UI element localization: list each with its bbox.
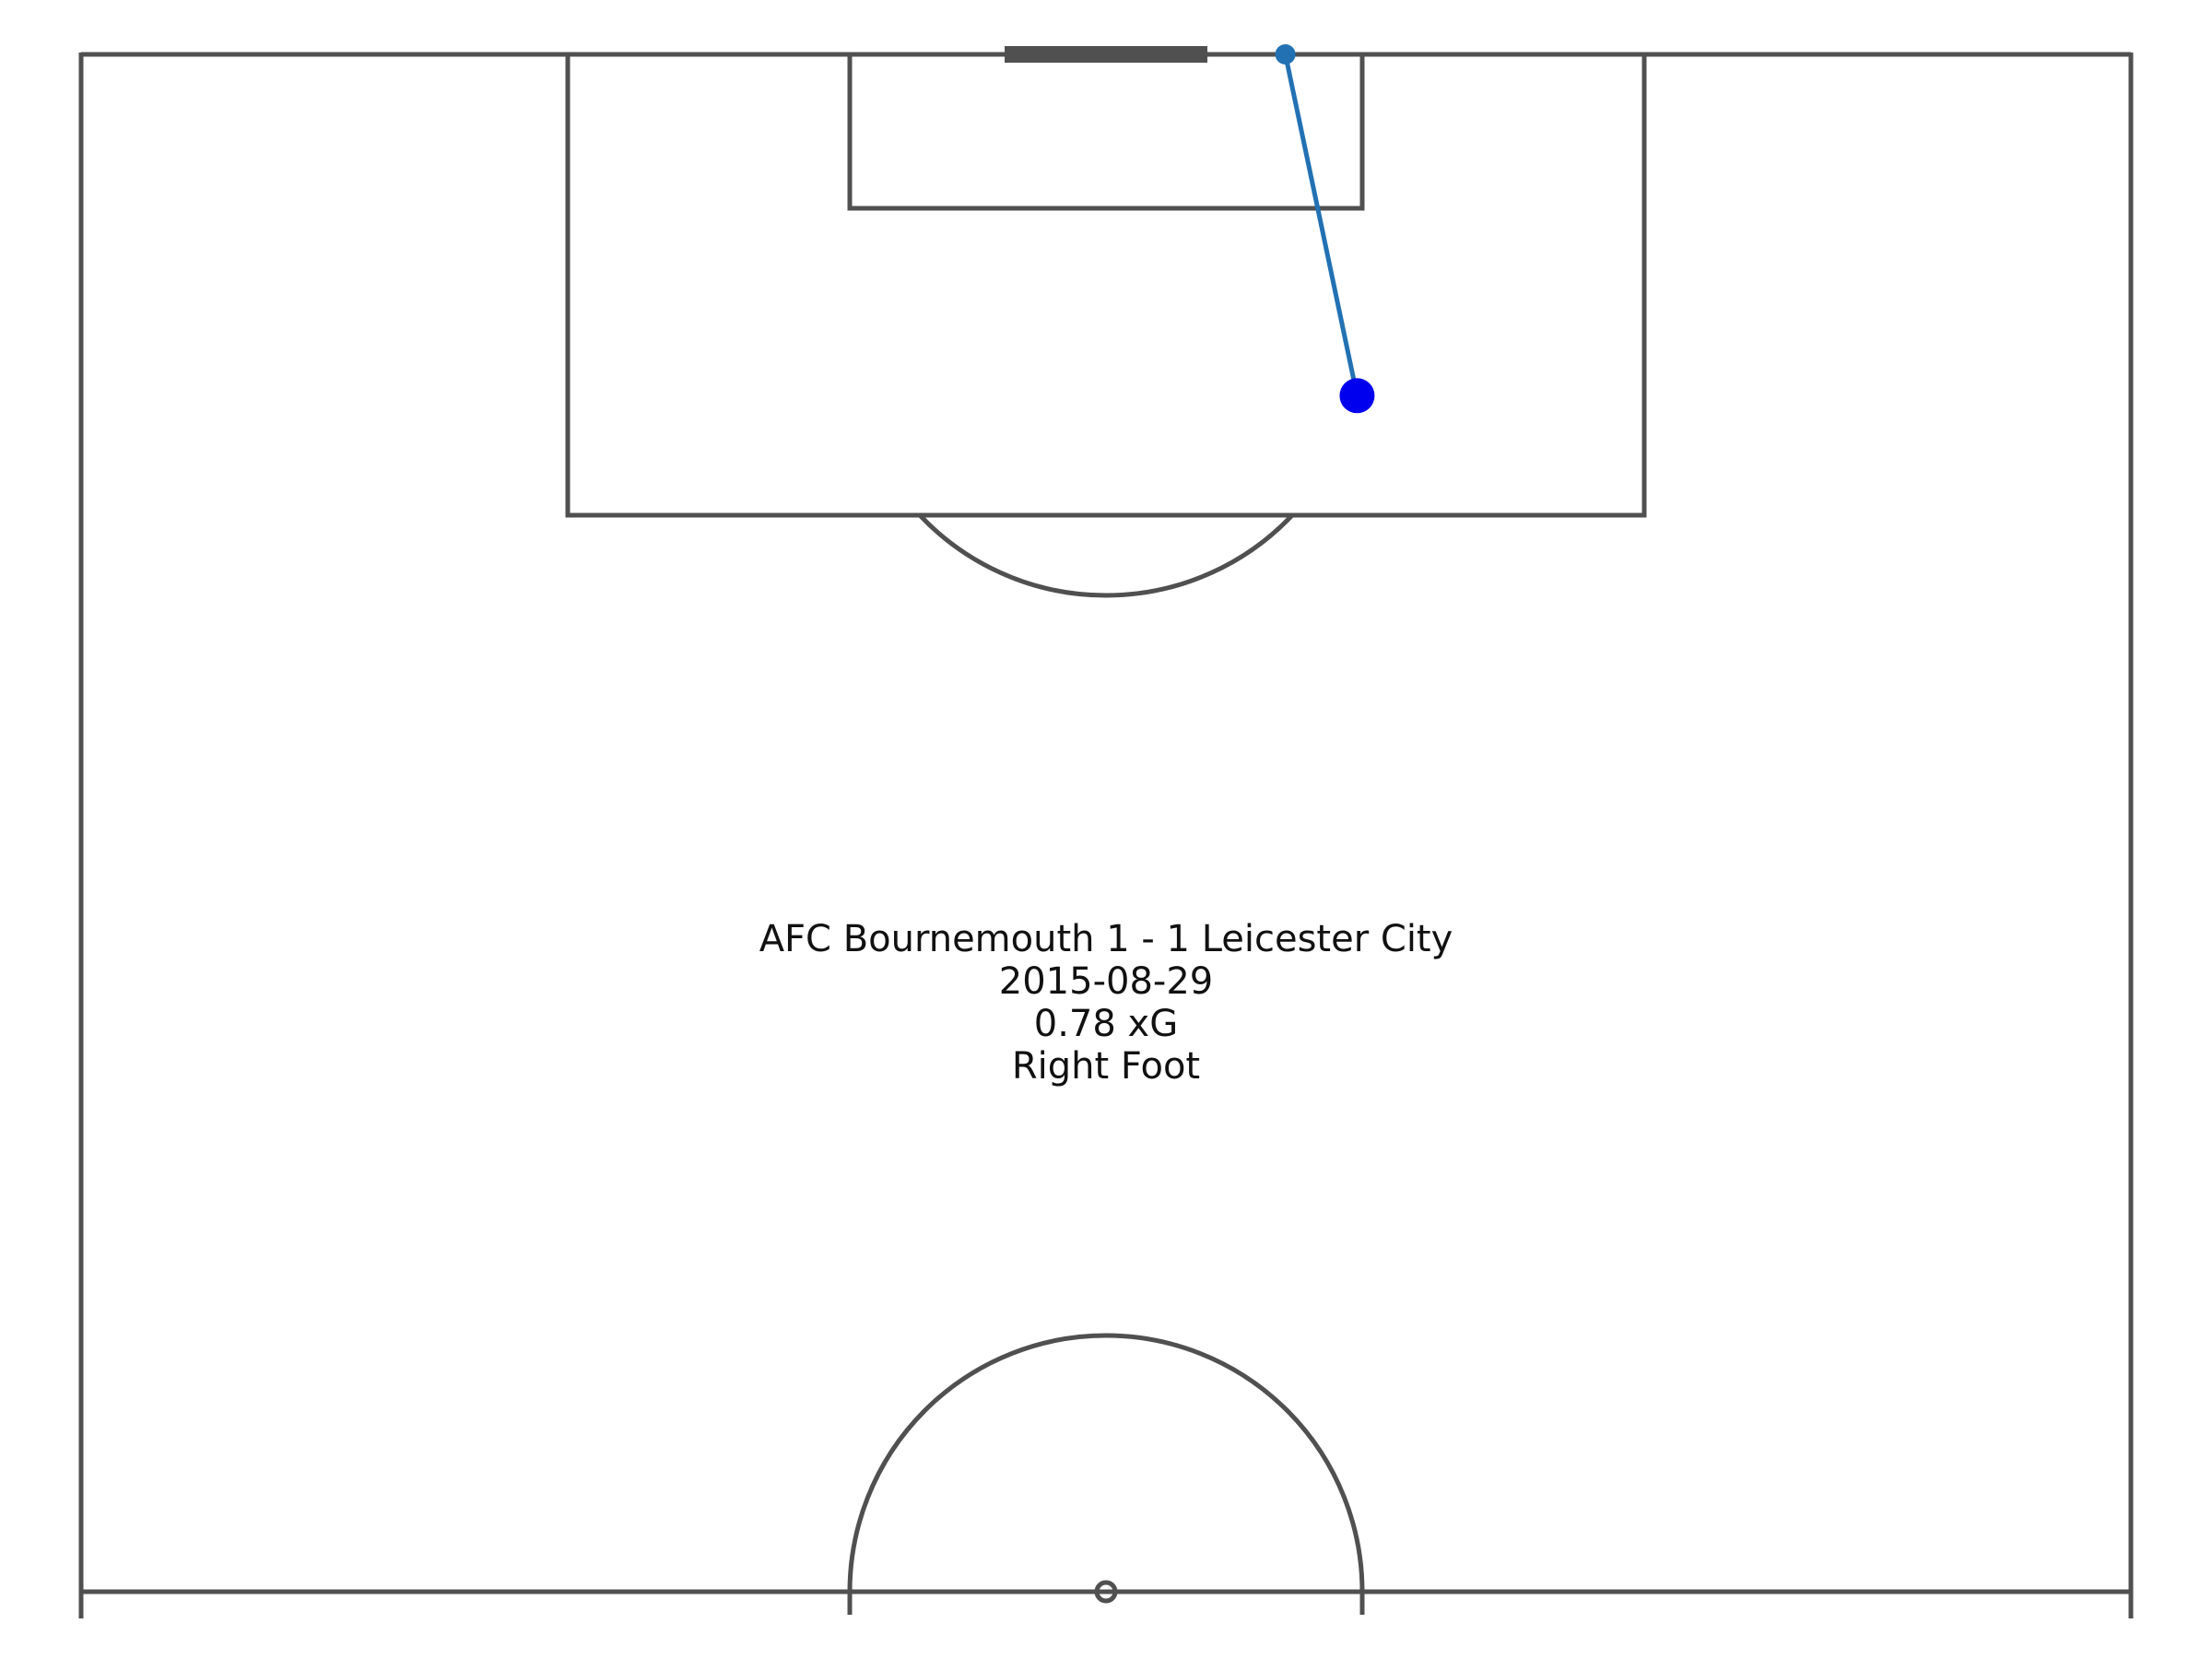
penalty-arc — [918, 513, 1294, 598]
shot-end-marker — [1275, 44, 1296, 65]
centre-spot — [1094, 1580, 1118, 1604]
penalty-area — [565, 52, 1647, 518]
match-date: 2015-08-29 — [999, 960, 1213, 1003]
match-label: AFC Bournemouth 1 - 1 Leicester City — [759, 918, 1453, 960]
centre-circle — [847, 1333, 1365, 1615]
shot-trajectory-line — [1283, 53, 1359, 396]
xg-value: 0.78 xG — [1034, 1003, 1178, 1045]
six-yard-box — [847, 52, 1365, 211]
shot-location-marker — [1339, 378, 1375, 414]
body-part: Right Foot — [1012, 1045, 1200, 1088]
